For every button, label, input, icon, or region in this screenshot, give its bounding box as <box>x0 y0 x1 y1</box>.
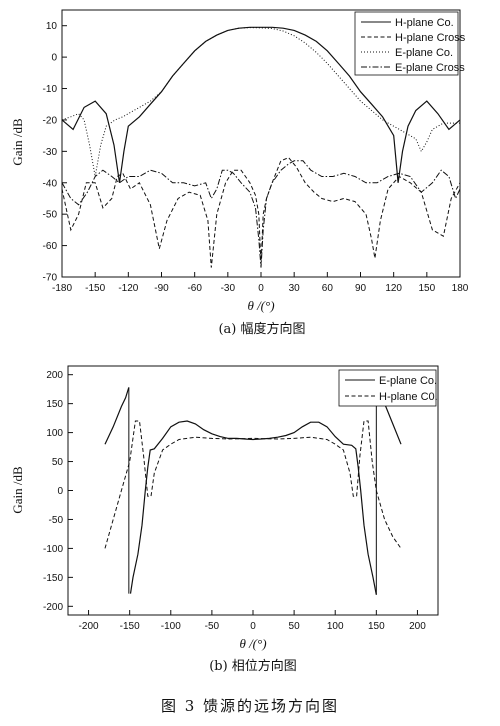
y-tick-label: -100 <box>43 544 63 555</box>
y-axis-label-b: Gain /dB <box>10 466 25 514</box>
x-tick-label: 0 <box>250 621 256 632</box>
x-tick-label: 150 <box>418 283 435 294</box>
panel-a: -180 -150 -120 -90 -60 -30 0 30 60 90 120 150 180 10 0… <box>10 9 469 337</box>
x-tick-label: -50 <box>205 621 220 632</box>
y-tick-label: -20 <box>43 115 58 126</box>
x-tick-label: -200 <box>79 621 99 632</box>
y-tick-label: -150 <box>43 573 63 584</box>
y-tick-label: -50 <box>49 515 64 526</box>
series-line-h-plane-c0 <box>104 420 402 549</box>
series-line-e-plane-co <box>61 27 460 177</box>
y-tick-label: 150 <box>46 399 63 410</box>
x-tick-label: 150 <box>368 621 385 632</box>
x-axis-label-b: θ /(°) <box>239 636 266 651</box>
x-tick-label: -90 <box>154 283 169 294</box>
x-tick-label: 60 <box>322 283 334 294</box>
x-tick-label: -150 <box>120 621 140 632</box>
x-tick-label: -180 <box>52 283 72 294</box>
x-tick-label: -100 <box>161 621 181 632</box>
x-tick-label: -30 <box>221 283 236 294</box>
y-tick-label: -50 <box>43 210 58 221</box>
legend-label: H-plane C0. <box>379 391 438 403</box>
series-line-h-plane-cross <box>61 156 461 268</box>
x-tick-label: 30 <box>289 283 301 294</box>
legend-label: E-plane Cross <box>395 62 465 74</box>
x-tick-label: 200 <box>409 621 426 632</box>
x-axis-label-a: θ /(°) <box>247 298 274 313</box>
y-tick-label: 10 <box>46 21 58 32</box>
y-tick-label: -40 <box>43 178 58 189</box>
panel-b: -200 -150 -100 -50 0 50 100 150 200 200 150 100 50 0 -… <box>10 365 439 674</box>
series-line-h-plane-co <box>61 26 461 183</box>
y-axis-label-a: Gain /dB <box>10 118 25 166</box>
legend-a: H-plane Co. H-plane Cross E-plane Co. E-pla… <box>354 11 466 76</box>
x-tick-label: 100 <box>327 621 344 632</box>
x-tick-label: 180 <box>452 283 469 294</box>
y-tick-label: -200 <box>43 602 63 613</box>
y-tick-label: 100 <box>46 428 63 439</box>
caption-b: (b) 相位方向图 <box>209 658 297 674</box>
legend-label: H-plane Co. <box>395 17 454 29</box>
series-line-e-plane-co <box>104 387 402 595</box>
y-tick-label: -10 <box>43 84 58 95</box>
y-tick-label: -30 <box>43 147 58 158</box>
legend-label: E-plane Co. <box>395 47 453 59</box>
series-a <box>61 26 461 268</box>
x-tick-label: 90 <box>355 283 367 294</box>
legend-label: H-plane Cross <box>395 32 466 44</box>
y-tick-label: 50 <box>52 457 64 468</box>
y-tick-label: 0 <box>57 486 63 497</box>
x-tick-label: 0 <box>258 283 264 294</box>
y-tick-label: -60 <box>43 241 58 252</box>
x-tick-label: -120 <box>118 283 138 294</box>
x-tick-label: 50 <box>289 621 301 632</box>
x-tick-label: -60 <box>187 283 202 294</box>
series-line-e-plane-cross <box>61 160 461 268</box>
x-tick-label: -150 <box>85 283 105 294</box>
legend-label: E-plane Co. <box>379 375 437 387</box>
caption-a: (a) 幅度方向图 <box>218 321 305 337</box>
ticks-b: -200 -150 -100 -50 0 50 100 150 200 200 150 100 50 0 -… <box>43 370 426 632</box>
x-tick-label: 120 <box>385 283 402 294</box>
legend-b: E-plane Co. H-plane C0. <box>338 369 438 407</box>
series-b <box>104 387 402 595</box>
y-tick-label: 200 <box>46 370 63 381</box>
y-tick-label: -70 <box>43 273 58 284</box>
y-tick-label: 0 <box>51 53 57 64</box>
legend-box-b <box>338 369 437 407</box>
figure-title: 图 3 馈源的远场方向图 <box>161 697 339 715</box>
